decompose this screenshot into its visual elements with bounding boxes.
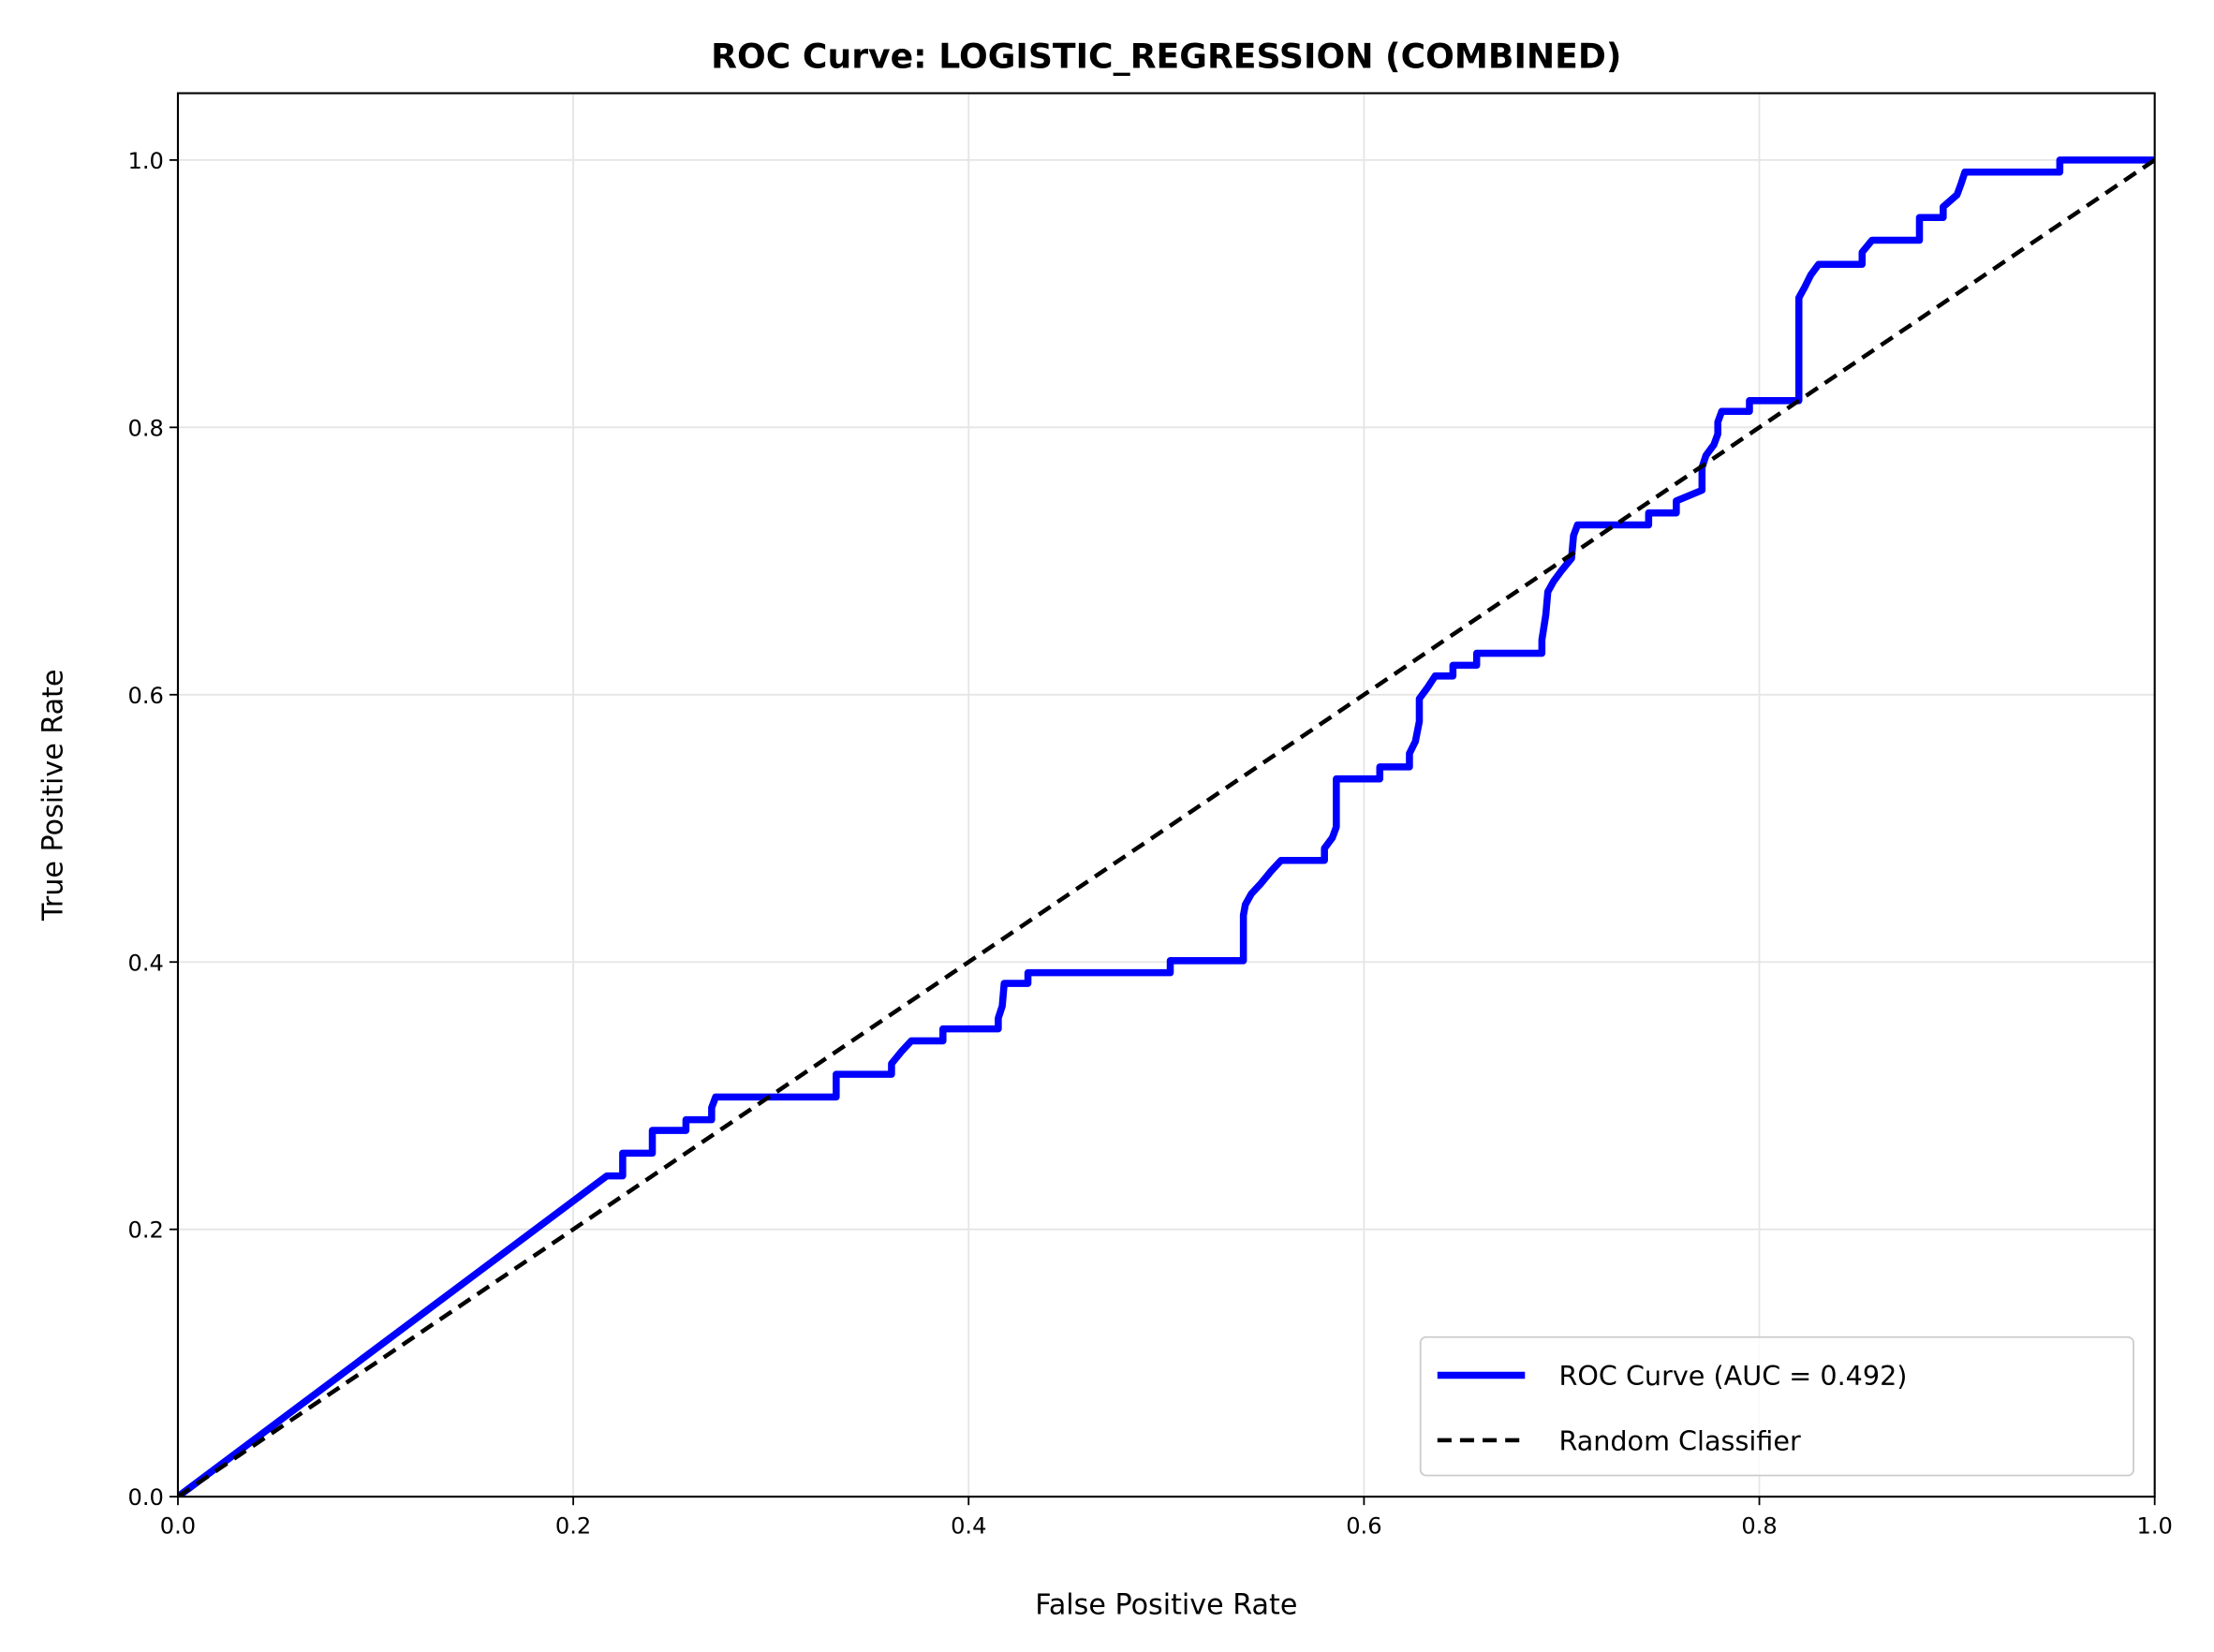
y-tick-label: 1.0 [128, 148, 164, 174]
x-tick-label: 1.0 [2137, 1512, 2173, 1539]
line-series [177, 158, 2155, 1497]
y-tick-label: 0.2 [128, 1217, 164, 1244]
y-axis-label: True Positive Rate [37, 670, 69, 922]
x-tick-label: 0.4 [951, 1512, 986, 1539]
axes-frame [176, 92, 2156, 1498]
y-tick-label: 0.6 [128, 683, 164, 709]
y-tick-label: 0.8 [128, 415, 164, 441]
y-tick-label: 0.0 [128, 1484, 164, 1511]
line-series [177, 156, 2155, 1497]
x-axis-label: False Positive Rate [1035, 1588, 1297, 1621]
x-tick-label: 0.2 [555, 1512, 591, 1539]
x-tick-label: 0.6 [1346, 1512, 1381, 1539]
legend-label: ROC Curve (AUC = 0.492) [1558, 1360, 1907, 1392]
legend-label: Random Classifier [1558, 1424, 1801, 1456]
chart-title: ROC Curve: LOGISTIC_REGRESSION (COMBINED… [711, 36, 1621, 76]
x-tick-label: 0.8 [1741, 1512, 1777, 1539]
legend-box [1419, 1335, 2134, 1477]
x-tick-label: 0.0 [160, 1512, 196, 1539]
y-tick-label: 0.4 [128, 950, 164, 976]
